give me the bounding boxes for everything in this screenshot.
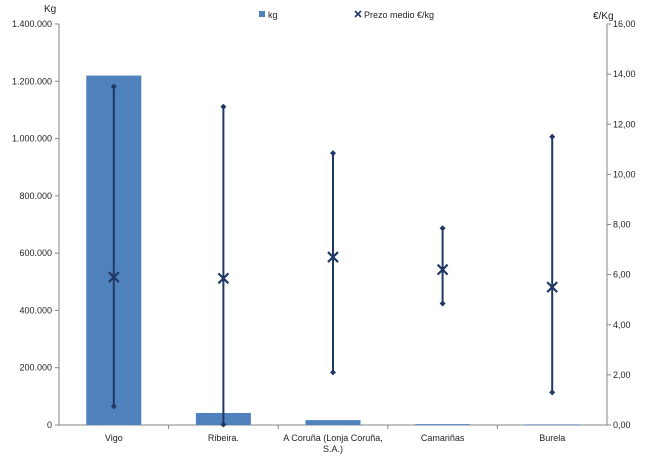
y-tick-label: 1.400.000 (12, 19, 52, 29)
price-max-marker (439, 225, 446, 232)
y2-tick-label: 2,00 (613, 370, 631, 380)
legend: kg Prezo medio €/kg (259, 10, 434, 20)
y-tick-label: 0 (47, 420, 52, 430)
price-ranges (108, 83, 558, 428)
y2-tick-label: 12,00 (613, 119, 636, 129)
y2-tick-label: 6,00 (613, 270, 631, 280)
price-range (436, 225, 449, 307)
y2-tick-label: 0,00 (613, 420, 631, 430)
price-range (327, 150, 339, 376)
price-min-marker (439, 300, 446, 307)
y-tick-label: 1.200.000 (12, 76, 52, 86)
price-max-marker (220, 103, 227, 110)
x-tick-label: A Coruña (Lonja Coruña, S.A.) (283, 433, 383, 454)
price-max-marker (110, 83, 117, 90)
x-tick-labels: Vigo Ribeira. A Coruña (Lonja Coruña, S.A.)… (105, 433, 565, 454)
price-avg-marker (546, 281, 558, 293)
y2-tick-label: 10,00 (613, 169, 636, 179)
price-min-marker (330, 369, 336, 376)
price-max-marker (330, 150, 336, 157)
price-avg-marker (327, 251, 339, 263)
legend-label-kg: kg (268, 10, 278, 20)
y-tick-label: 200.000 (19, 363, 52, 373)
y2-tick-label: 16,00 (613, 19, 636, 29)
price-min-marker (549, 389, 556, 396)
bar-kg (524, 424, 580, 426)
price-min-marker (220, 421, 227, 428)
price-range (217, 103, 230, 428)
price-max-marker (549, 133, 556, 140)
y-tick-label: 400.000 (19, 305, 52, 315)
price-avg-marker (436, 263, 449, 276)
legend-swatch-kg (259, 11, 265, 17)
legend-marker-price (354, 10, 362, 18)
x-tick-label: Camariñas (421, 433, 465, 443)
y-axis-label: Kg (44, 4, 56, 15)
bar-kg (305, 420, 361, 425)
price-range (108, 83, 120, 410)
price-avg-marker (108, 271, 120, 283)
y-tick-label: 800.000 (19, 191, 52, 201)
bar-kg (415, 424, 471, 425)
x-tick-label: Burela (539, 433, 565, 443)
x-tick-label: Vigo (105, 433, 123, 443)
y2-tick-label: 4,00 (613, 320, 631, 330)
price-range (546, 133, 558, 396)
y-tick-label: 1.000.000 (12, 134, 52, 144)
legend-label-price: Prezo medio €/kg (364, 10, 434, 20)
y-tick-label: 600.000 (19, 248, 52, 258)
y2-tick-label: 14,00 (613, 69, 636, 79)
y2-axis-label: €/Kg (593, 11, 614, 22)
x-tick-label: Ribeira. (208, 433, 239, 443)
price-avg-marker (217, 272, 230, 285)
y2-tick-label: 8,00 (613, 220, 631, 230)
price-min-marker (110, 403, 117, 410)
